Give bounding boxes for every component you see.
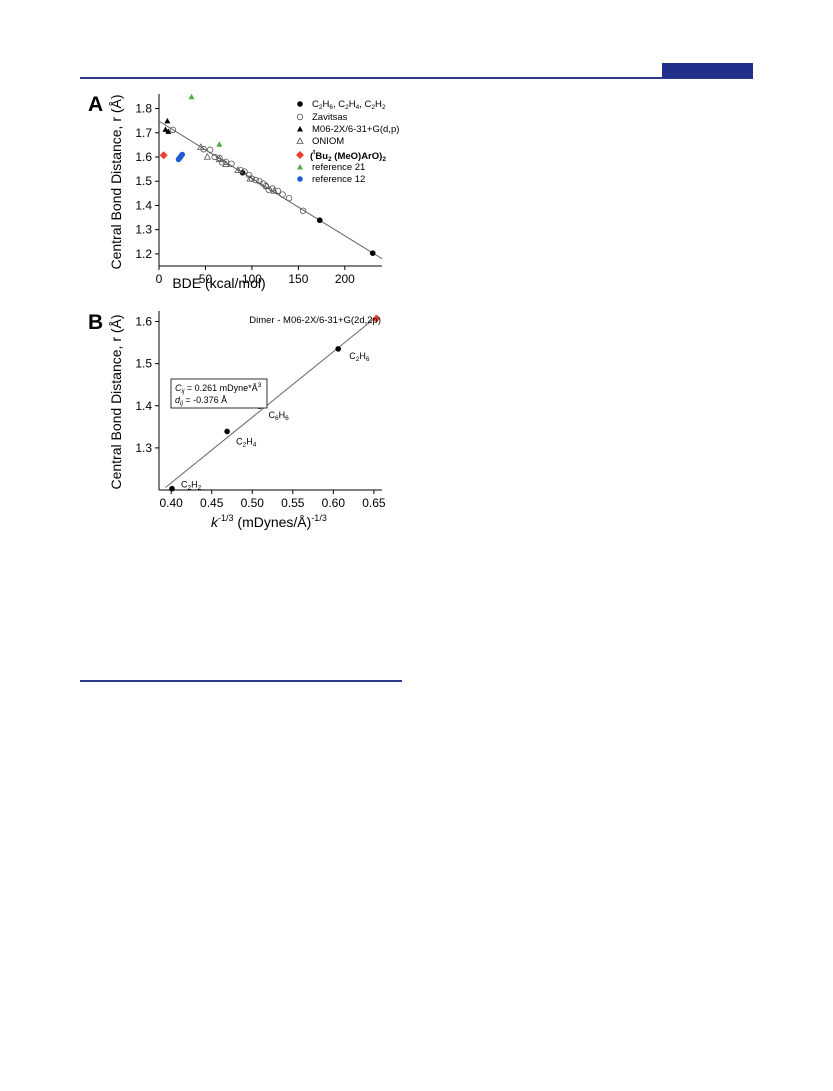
fit-line-a (158, 120, 383, 260)
fit-line-b (165, 315, 379, 488)
data-point (241, 168, 248, 175)
point-label: C6H6 (269, 410, 290, 422)
panel-b: B 0.40 0.45 0.50 0.55 0.60 0.65 1.3 1.4 1.5 1.6 C… (88, 311, 386, 530)
legend-label-c2h6: C2H6, C2H4, C2H2 (312, 99, 386, 111)
points-a (159, 93, 376, 256)
y-tick-label: 1.3 (135, 223, 152, 237)
xlabel-b: k-1/3 (mDynes/Å)-1/3 (211, 513, 327, 530)
data-point (248, 175, 256, 182)
data-point (169, 126, 177, 134)
header-tab (662, 63, 753, 78)
data-point (216, 141, 223, 147)
x-tick-label: 0.60 (322, 496, 346, 510)
data-point (299, 207, 307, 214)
y-tick-label: 1.3 (135, 441, 152, 455)
x-tick-label: 0.55 (281, 496, 305, 510)
data-point (372, 314, 381, 323)
data-point (285, 194, 293, 202)
axes-b (158, 311, 382, 491)
data-point (228, 160, 235, 167)
point-labels-b: C2H2 C2H4 C6H6 C2H6 (181, 351, 370, 492)
xlabel-a: BDE (kcal/mol) (172, 275, 265, 291)
x-tick-label: 0.65 (362, 496, 386, 510)
data-point (234, 166, 242, 174)
ylabel-a: Central Bond Distance, r (Å) (108, 94, 124, 269)
data-point (270, 186, 278, 194)
y-tick-label: 1.5 (135, 174, 152, 188)
data-point (164, 117, 171, 124)
legend-label-ref21: reference 21 (312, 162, 365, 173)
panel-label-a: A (88, 93, 103, 116)
footer-rule (80, 680, 402, 682)
x-tick-label: 150 (288, 272, 308, 286)
legend-label-ref12: reference 12 (312, 174, 365, 185)
data-point (222, 158, 230, 166)
x-tick-label: 0.40 (159, 496, 183, 510)
legend-label-m06: M06-2X/6-31+G(d,p) (312, 124, 399, 135)
legend-label-dimer: (tBu2 (MeO)ArO)2 (310, 149, 386, 163)
legend-marker-ref12 (297, 176, 303, 182)
y-tick-label: 1.2 (135, 247, 152, 261)
data-point (203, 152, 211, 160)
data-point (369, 250, 376, 256)
x-tick-label: 0.50 (241, 496, 265, 510)
title-b: Dimer - M06-2X/6-31+G(2d,2p) (249, 315, 381, 326)
x-tick-label: 0.45 (200, 496, 224, 510)
legend-marker-oniom (296, 137, 304, 144)
y-tick-label: 1.7 (135, 126, 152, 140)
ylabel-b: Central Bond Distance, r (Å) (108, 314, 124, 489)
x-tick-label: 200 (335, 272, 355, 286)
legend-marker-dimer (296, 151, 304, 159)
fit-params-box (170, 378, 268, 409)
data-point (165, 128, 172, 134)
panel-label-b: B (88, 311, 103, 334)
data-point (237, 167, 244, 174)
data-point (159, 151, 168, 160)
data-point (169, 485, 175, 492)
x-tick-label: 0 (156, 272, 163, 286)
legend-a: C2H6, C2H4, C2H2 Zavitsas M06-2X/6-31+G(… (296, 99, 399, 185)
fit-line (165, 315, 379, 488)
data-point (206, 146, 214, 153)
point-label: C2H2 (181, 480, 202, 492)
y-tick-label: 1.4 (135, 399, 152, 413)
ticks-b: 0.40 0.45 0.50 0.55 0.60 0.65 1.3 1.4 1.5 1.6 (135, 315, 386, 510)
data-point (316, 217, 323, 224)
legend-marker-ref21 (297, 164, 303, 170)
data-point (246, 174, 254, 182)
fit-param-dij: dij = -0.376 Å (175, 395, 227, 407)
data-point (211, 153, 218, 161)
fit-line (158, 120, 383, 260)
data-point (222, 160, 230, 167)
y-tick-label: 1.8 (135, 102, 152, 116)
fit-param-cij: Cij = 0.261 mDyne*Å3 (175, 382, 262, 395)
data-point (335, 346, 342, 352)
point-label: C2H4 (236, 436, 257, 448)
legend-marker-zavitsas (296, 113, 304, 121)
data-point (179, 151, 186, 158)
y-tick-label: 1.5 (135, 357, 152, 371)
ticks-a: 0 50 100 150 200 1.2 1.3 1.4 1.5 1.6 1.7 1.8 (135, 102, 355, 286)
header-rule (80, 77, 753, 79)
legend-marker-m06 (297, 126, 303, 132)
data-point (274, 187, 282, 195)
point-label: C2H6 (349, 351, 370, 363)
x-tick-label: 50 (199, 272, 213, 286)
legend-label-zavitsas: Zavitsas (312, 112, 348, 123)
y-tick-label: 1.6 (135, 150, 152, 164)
data-point (279, 191, 286, 198)
y-tick-label: 1.4 (135, 198, 152, 212)
legend-label-oniom: ONIOM (312, 136, 344, 147)
data-point (162, 126, 169, 132)
data-point (197, 143, 205, 150)
legend-marker-c2h6 (297, 101, 303, 107)
data-point (263, 182, 271, 189)
data-point (224, 428, 230, 435)
y-tick-label: 1.6 (135, 315, 152, 329)
x-tick-label: 100 (242, 272, 262, 286)
data-point (188, 93, 195, 100)
panel-a: A 0 50 100 150 200 1.2 1.3 1.4 1.5 1.6 1.7 1.8 BDE … (88, 93, 399, 291)
data-point (215, 155, 224, 163)
